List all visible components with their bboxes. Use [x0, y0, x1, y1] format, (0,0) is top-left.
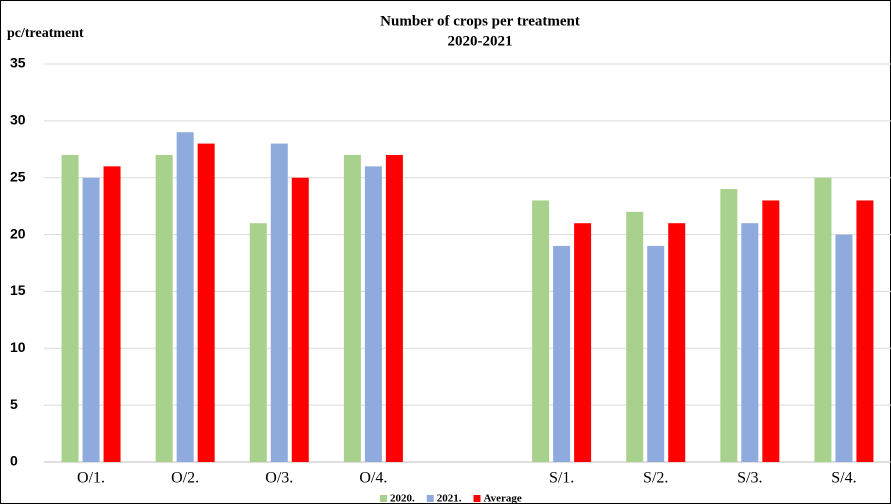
bar	[291, 177, 309, 462]
x-tick-label: S/3.	[737, 470, 762, 487]
x-tick-label: S/1.	[549, 470, 574, 487]
y-tick-label: 30	[10, 112, 26, 128]
legend-swatch	[473, 495, 481, 502]
chart-subtitle: 2020-2021	[448, 33, 513, 49]
y-tick-label: 15	[10, 282, 26, 298]
x-tick-label: O/1.	[77, 470, 105, 487]
x-tick-label: O/3.	[265, 470, 293, 487]
y-axis-label: pc/treatment	[7, 26, 84, 41]
y-tick-label: 25	[10, 168, 26, 184]
bar	[82, 177, 100, 462]
bar	[61, 154, 79, 462]
bar	[364, 166, 382, 463]
bar	[553, 245, 571, 462]
bar	[814, 177, 832, 462]
legend-swatch	[380, 495, 387, 502]
y-tick-label: 5	[10, 396, 18, 412]
legend-label: Average	[484, 493, 522, 504]
bar	[343, 154, 361, 462]
y-tick-label: 10	[10, 339, 26, 355]
bar	[720, 189, 738, 463]
legend-label: 2021.	[437, 493, 462, 504]
bar	[835, 234, 853, 462]
bar	[856, 200, 874, 462]
legend-label: 2020.	[390, 493, 415, 504]
y-tick-label: 0	[10, 453, 18, 469]
bar	[626, 211, 644, 462]
x-tick-label: S/4.	[831, 470, 856, 487]
bar	[574, 223, 592, 462]
y-tick-label: 20	[10, 225, 26, 241]
bar	[155, 154, 173, 462]
bar	[103, 166, 121, 463]
bar	[249, 223, 267, 462]
bar	[385, 154, 403, 462]
bar	[668, 223, 686, 462]
bar	[176, 132, 194, 462]
legend-swatch	[426, 495, 434, 502]
bar	[762, 200, 780, 462]
y-tick-label: 35	[10, 55, 26, 71]
bar	[197, 143, 215, 462]
bar	[270, 143, 288, 462]
x-tick-label: O/2.	[171, 470, 199, 487]
x-tick-label: S/2.	[643, 470, 668, 487]
bar	[647, 245, 665, 462]
x-tick-label: O/4.	[359, 470, 387, 487]
bar	[741, 223, 759, 462]
chart-title: Number of crops per treatment	[380, 13, 580, 29]
bar	[532, 200, 550, 462]
